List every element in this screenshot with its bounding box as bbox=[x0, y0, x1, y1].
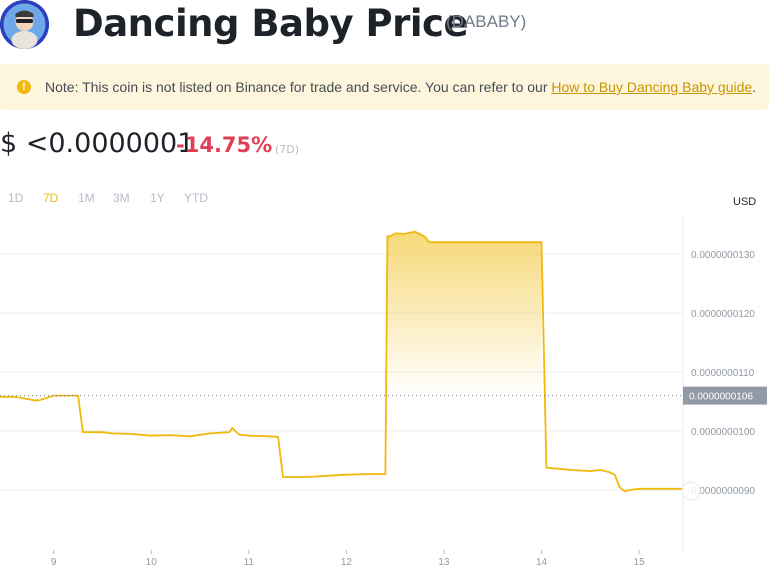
y-tick-label: 0.0000000100 bbox=[691, 427, 755, 438]
chart-grid bbox=[0, 214, 684, 550]
notice-banner: ! Note: This coin is not listed on Binan… bbox=[0, 64, 769, 110]
current-price-tag bbox=[683, 386, 767, 405]
y-tick-label: 0.0000000110 bbox=[691, 368, 755, 379]
x-tick-label: 15 bbox=[634, 557, 646, 568]
price-change: -14.75% bbox=[176, 133, 273, 157]
warning-icon: ! bbox=[17, 80, 31, 94]
notice-end: . bbox=[752, 79, 757, 95]
coin-symbol: (DABABY) bbox=[446, 12, 527, 31]
coin-logo bbox=[0, 0, 49, 49]
x-tick-label: 14 bbox=[536, 557, 548, 568]
page-title: Dancing Baby Price bbox=[73, 2, 469, 45]
crosshair: 0.0000000106 bbox=[0, 386, 767, 501]
current-price-label: 0.0000000106 bbox=[689, 392, 753, 403]
price-chart[interactable]: 0.0000000130 0.0000000120 0.0000000110 0.00… bbox=[0, 212, 783, 575]
x-tick-label: 11 bbox=[244, 557, 255, 568]
notice-text: Note: This coin is not listed on Binance… bbox=[45, 79, 756, 95]
how-to-buy-link[interactable]: How to Buy Dancing Baby guide bbox=[551, 79, 753, 95]
change-period: (7D) bbox=[275, 143, 300, 156]
x-tick-label: 12 bbox=[341, 557, 353, 568]
series-area bbox=[387, 231, 542, 396]
page-header: Dancing Baby Price (DABABY) bbox=[0, 0, 783, 56]
y-axis: 0.0000000130 0.0000000120 0.0000000110 0.00… bbox=[691, 250, 755, 497]
x-tick-label: 10 bbox=[146, 557, 158, 568]
x-tick-label: 13 bbox=[438, 557, 450, 568]
currency-label: USD bbox=[733, 196, 757, 208]
range-7d[interactable]: 7D bbox=[43, 191, 59, 205]
x-tick-label: 9 bbox=[51, 557, 57, 568]
y-tick-label: 0.0000000130 bbox=[691, 250, 755, 261]
scroll-marker bbox=[681, 481, 701, 501]
range-1m[interactable]: 1M bbox=[78, 191, 95, 205]
y-tick-label: 0.0000000120 bbox=[691, 309, 755, 320]
range-3m[interactable]: 3M bbox=[113, 191, 130, 205]
y-tick-label: 0.0000000090 bbox=[691, 486, 755, 497]
range-1d[interactable]: 1D bbox=[8, 191, 24, 205]
range-1y[interactable]: 1Y bbox=[150, 191, 165, 205]
current-price: $ <0.0000001 bbox=[0, 128, 195, 159]
x-axis: 9 10 11 12 13 14 15 bbox=[51, 550, 645, 568]
series-line bbox=[0, 230, 683, 493]
range-ytd[interactable]: YTD bbox=[184, 191, 208, 205]
notice-message: Note: This coin is not listed on Binance… bbox=[45, 79, 552, 95]
chart-plot bbox=[0, 230, 683, 493]
